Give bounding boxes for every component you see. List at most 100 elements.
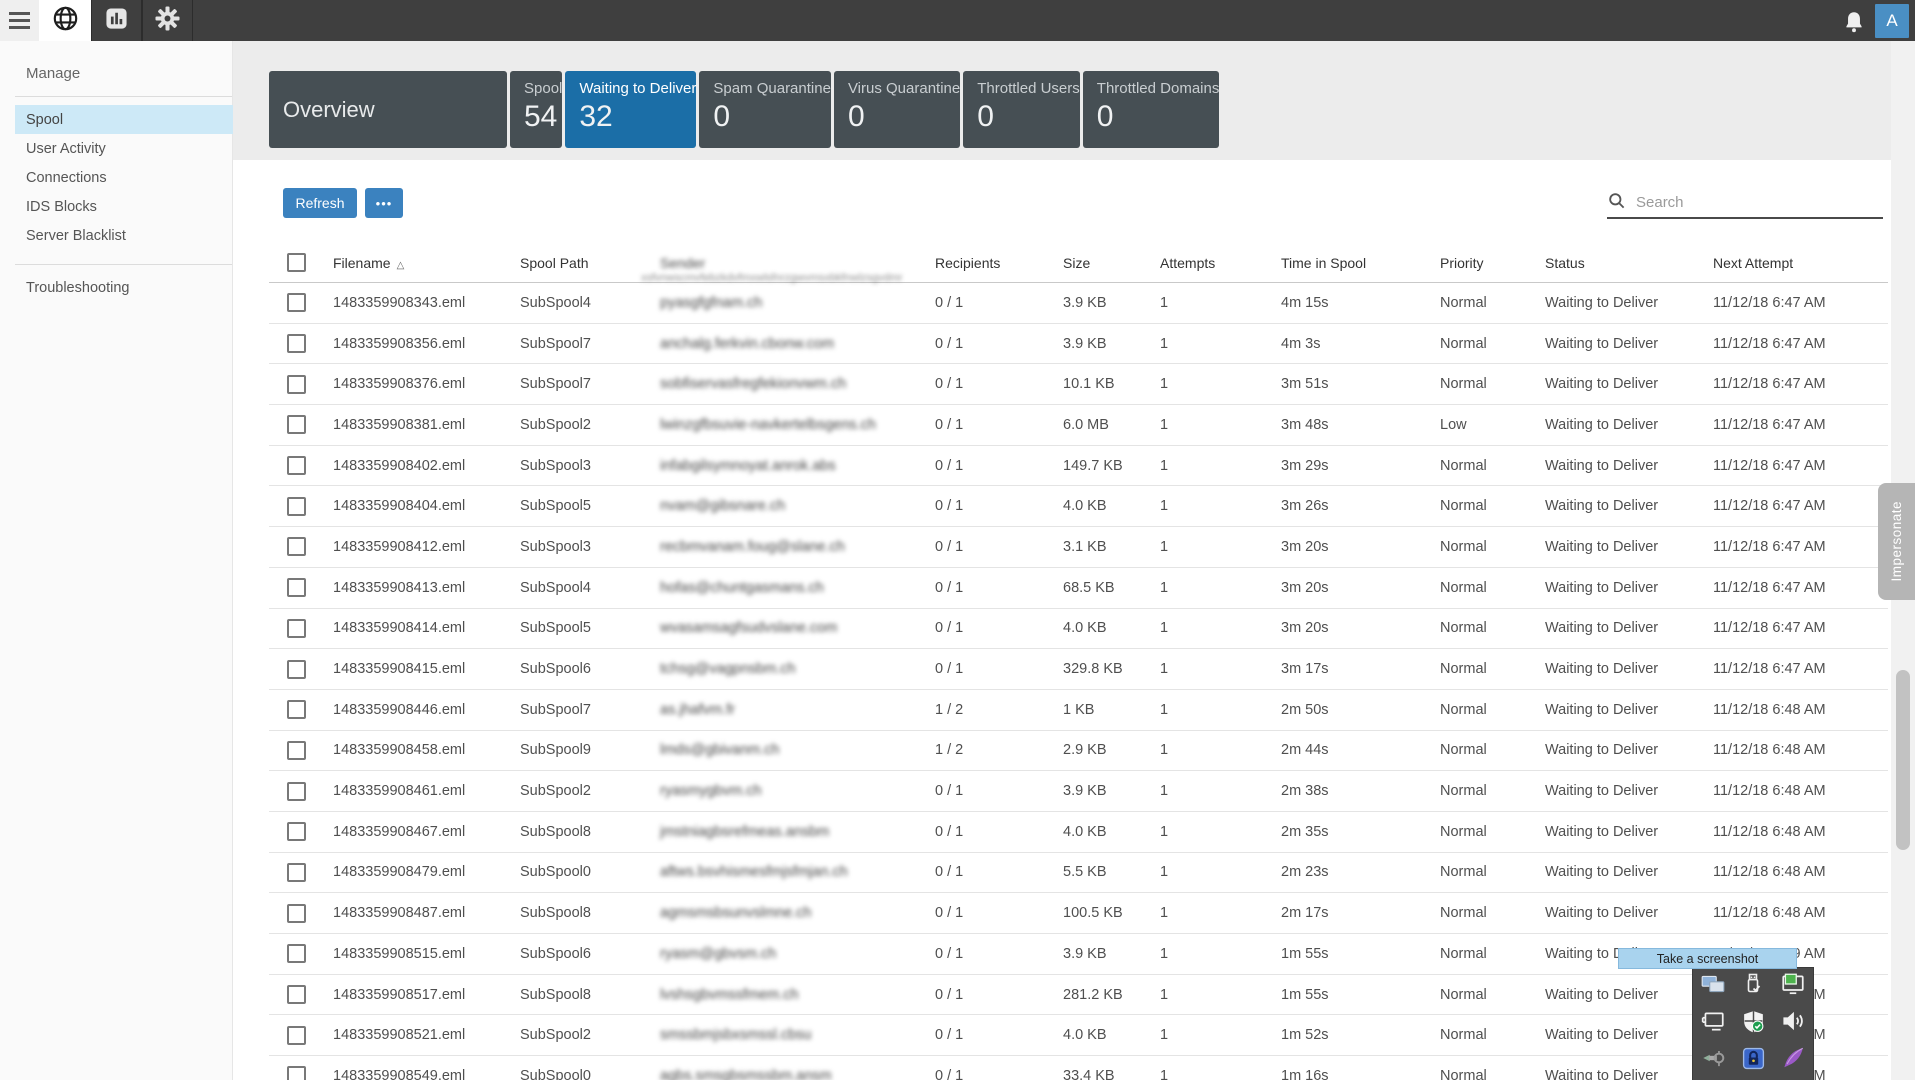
table-row[interactable]: 1483359908467.eml SubSpool8 jmstniagbsre… bbox=[269, 812, 1888, 853]
summary-card[interactable]: Spam Quarantine 0 bbox=[699, 71, 831, 148]
summary-card[interactable]: Virus Quarantine 0 bbox=[833, 71, 961, 148]
impersonate-tab[interactable]: Impersonate bbox=[1878, 483, 1915, 600]
summary-card[interactable]: Throttled Domains 0 bbox=[1082, 71, 1220, 148]
cell-attempts: 1 bbox=[1160, 1027, 1169, 1044]
summary-card[interactable]: Overview bbox=[269, 71, 507, 148]
row-checkbox[interactable] bbox=[287, 496, 306, 516]
usb-device-icon[interactable] bbox=[1741, 972, 1765, 1001]
row-checkbox[interactable] bbox=[287, 415, 306, 435]
table-row[interactable]: 1483359908414.eml SubSpool5 wvasamsagfsu… bbox=[269, 609, 1888, 650]
summary-card[interactable]: Spool 54 bbox=[510, 71, 563, 148]
row-checkbox[interactable] bbox=[287, 822, 306, 842]
table-row[interactable]: 1483359908376.eml SubSpool7 sobfiservasf… bbox=[269, 364, 1888, 406]
row-checkbox[interactable] bbox=[287, 659, 306, 679]
table-row[interactable]: 1483359908461.eml SubSpool2 ryasmygbvm.c… bbox=[269, 771, 1888, 812]
vertical-scrollbar-thumb[interactable] bbox=[1896, 670, 1910, 850]
row-checkbox[interactable] bbox=[287, 293, 306, 313]
select-all-checkbox[interactable] bbox=[287, 253, 306, 272]
hamburger-menu-icon[interactable] bbox=[9, 0, 39, 41]
dual-monitor-icon[interactable] bbox=[1700, 971, 1726, 1002]
column-header-spool-path[interactable]: Spool Path bbox=[520, 254, 589, 271]
table-row[interactable]: 1483359908381.eml SubSpool2 lwinzgfbsuvi… bbox=[269, 405, 1888, 446]
search-input[interactable] bbox=[1636, 194, 1856, 211]
refresh-button[interactable]: Refresh bbox=[283, 188, 357, 218]
column-header-attempts[interactable]: Attempts bbox=[1160, 254, 1216, 271]
cell-time-in-spool: 2m 44s bbox=[1281, 742, 1329, 759]
sort-ascending-icon: △ bbox=[396, 259, 405, 271]
row-checkbox[interactable] bbox=[287, 374, 306, 394]
feather-icon[interactable] bbox=[1780, 1045, 1806, 1076]
table-row[interactable]: 1483359908413.eml SubSpool4 hofas@chuntg… bbox=[269, 568, 1888, 609]
row-checkbox[interactable] bbox=[287, 1025, 306, 1045]
volume-icon[interactable] bbox=[1780, 1008, 1806, 1039]
table-row[interactable]: 1483359908415.eml SubSpool6 tchsg@vagpns… bbox=[269, 649, 1888, 690]
defender-shield-icon[interactable] bbox=[1741, 1009, 1766, 1039]
row-checkbox[interactable] bbox=[287, 862, 306, 882]
cell-status: Waiting to Deliver bbox=[1545, 783, 1659, 800]
more-actions-button[interactable]: ••• bbox=[365, 188, 403, 218]
user-avatar[interactable]: A bbox=[1875, 4, 1909, 38]
row-checkbox[interactable] bbox=[287, 781, 306, 801]
row-checkbox[interactable] bbox=[287, 578, 306, 598]
table-row[interactable]: 1483359908356.eml SubSpool7 anchalg.ferk… bbox=[269, 324, 1888, 365]
column-header-time-in-spool[interactable]: Time in Spool bbox=[1281, 254, 1367, 271]
sidebar-item[interactable]: Troubleshooting bbox=[26, 279, 130, 296]
row-checkbox[interactable] bbox=[287, 618, 306, 638]
row-checkbox[interactable] bbox=[287, 985, 306, 1005]
table-row[interactable]: 1483359908479.eml SubSpool0 aftws.bsvhis… bbox=[269, 853, 1888, 894]
sidebar-item[interactable]: Server Blacklist bbox=[26, 227, 126, 244]
sidebar-item[interactable]: User Activity bbox=[26, 140, 106, 157]
column-header-next-attempt[interactable]: Next Attempt bbox=[1713, 254, 1794, 271]
tab-domain-globe[interactable] bbox=[39, 0, 91, 41]
table-row[interactable]: 1483359908517.eml SubSpool8 lvshsgbvmssf… bbox=[269, 975, 1888, 1016]
table-row[interactable]: 1483359908487.eml SubSpool8 agmsmsbsunvs… bbox=[269, 893, 1888, 934]
cell-size: 149.7 KB bbox=[1063, 457, 1123, 474]
table-row[interactable]: 1483359908343.eml SubSpool4 pyasgfgfnam.… bbox=[269, 283, 1888, 324]
sidebar-item[interactable]: IDS Blocks bbox=[26, 198, 97, 215]
tab-reports[interactable] bbox=[91, 0, 142, 41]
cell-spool-path: SubSpool3 bbox=[520, 457, 591, 474]
row-checkbox[interactable] bbox=[287, 740, 306, 760]
network-display-icon[interactable] bbox=[1700, 1008, 1726, 1039]
cell-sender: lmds@gbivanm.ch bbox=[660, 742, 780, 759]
cell-recipients: 0 / 1 bbox=[935, 1067, 964, 1080]
notification-bell-icon[interactable] bbox=[1841, 9, 1867, 35]
row-checkbox[interactable] bbox=[287, 1066, 306, 1080]
row-checkbox[interactable] bbox=[287, 903, 306, 923]
cell-status: Waiting to Deliver bbox=[1545, 620, 1659, 637]
table-row[interactable]: 1483359908412.eml SubSpool3 recbmvanam.f… bbox=[269, 527, 1888, 568]
row-checkbox[interactable] bbox=[287, 456, 306, 476]
column-header-filename[interactable]: Filename △ bbox=[333, 254, 405, 271]
sidebar-item[interactable]: Connections bbox=[26, 169, 107, 186]
row-checkbox[interactable] bbox=[287, 944, 306, 964]
cell-recipients: 0 / 1 bbox=[935, 905, 964, 922]
column-header-priority[interactable]: Priority bbox=[1440, 254, 1484, 271]
column-header-size[interactable]: Size bbox=[1063, 254, 1091, 271]
cell-sender: hofas@chuntgasmans.ch bbox=[660, 579, 824, 596]
table-row[interactable]: 1483359908404.eml SubSpool5 nvam@gibsnar… bbox=[269, 486, 1888, 528]
cell-time-in-spool: 1m 55s bbox=[1281, 945, 1329, 962]
sidebar-item[interactable]: Spool bbox=[15, 105, 233, 134]
hardware-key-icon[interactable] bbox=[1700, 1045, 1726, 1076]
cell-priority: Normal bbox=[1440, 905, 1487, 922]
column-header-status[interactable]: Status bbox=[1545, 254, 1585, 271]
row-checkbox[interactable] bbox=[287, 700, 306, 720]
cell-recipients: 0 / 1 bbox=[935, 376, 964, 393]
cell-status: Waiting to Deliver bbox=[1545, 1067, 1659, 1080]
table-row[interactable]: 1483359908458.eml SubSpool9 lmds@gbivanm… bbox=[269, 731, 1888, 772]
column-header-recipients[interactable]: Recipients bbox=[935, 254, 1001, 271]
row-checkbox[interactable] bbox=[287, 334, 306, 354]
cell-priority: Normal bbox=[1440, 701, 1487, 718]
table-row[interactable]: 1483359908402.eml SubSpool3 infabgilsymn… bbox=[269, 446, 1888, 487]
row-checkbox[interactable] bbox=[287, 537, 306, 557]
cell-size: 10.1 KB bbox=[1063, 376, 1115, 393]
lock-icon[interactable] bbox=[1741, 1046, 1766, 1076]
tab-settings[interactable] bbox=[142, 0, 193, 41]
summary-card[interactable]: Throttled Users 0 bbox=[963, 71, 1080, 148]
table-row[interactable]: 1483359908521.eml SubSpool2 smssbmjsbxsm… bbox=[269, 1015, 1888, 1057]
remote-display-icon[interactable] bbox=[1780, 971, 1806, 1002]
table-row[interactable]: 1483359908446.eml SubSpool7 as.jhafvm.fr… bbox=[269, 690, 1888, 731]
table-row[interactable]: 1483359908549.eml SubSpool0 agbs.smsgbsm… bbox=[269, 1056, 1888, 1080]
summary-card[interactable]: Waiting to Deliver 32 bbox=[565, 71, 697, 148]
column-header-sender[interactable]: Sender bbox=[660, 254, 706, 271]
